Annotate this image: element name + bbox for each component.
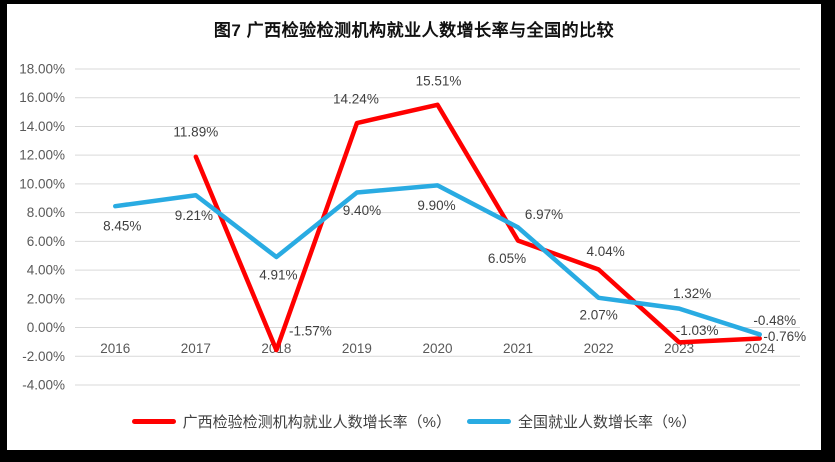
data-label: -0.76%	[763, 329, 806, 344]
chart-legend: 广西检验检测机构就业人数增长率（%） 全国就业人数增长率（%）	[7, 408, 821, 434]
data-label: 14.24%	[333, 92, 379, 107]
y-axis-tick-label: 6.00%	[27, 234, 65, 249]
x-axis-tick-label: 2021	[503, 341, 533, 356]
data-label: -1.03%	[676, 323, 719, 338]
series-line-guangxi	[193, 102, 762, 353]
y-axis-tick-label: 16.00%	[19, 90, 65, 105]
data-label: 1.32%	[673, 286, 711, 301]
data-label: -0.48%	[753, 313, 796, 328]
legend-item-national: 全国就业人数增长率（%）	[467, 411, 696, 432]
y-axis-tick-label: -2.00%	[22, 349, 65, 364]
y-axis-tick-label: 12.00%	[19, 148, 65, 163]
legend-line-swatch-guangxi	[131, 418, 176, 424]
y-axis-tick-label: 8.00%	[27, 205, 65, 220]
data-label: 4.04%	[586, 244, 624, 259]
data-label: 9.40%	[343, 203, 381, 218]
data-labels-national: 8.45% 9.21% 4.91% 9.40% 9.90% 6.97% 2.07% 1.32%…	[103, 198, 796, 328]
x-axis-tick-label: 2019	[342, 341, 372, 356]
data-label: 6.05%	[488, 251, 526, 266]
y-axis-tick-label: 4.00%	[27, 263, 65, 278]
x-axis-tick-labels: 2016 2017 2018 2019 2020 2021 2022 2023 2024	[100, 341, 775, 356]
data-label: -1.57%	[289, 324, 332, 339]
legend-line-swatch-national	[467, 418, 511, 424]
x-axis-tick-label: 2020	[422, 341, 452, 356]
y-axis-tick-label: 14.00%	[19, 119, 65, 134]
x-axis-tick-label: 2024	[745, 341, 776, 356]
data-label: 9.90%	[417, 198, 455, 213]
legend-item-guangxi: 广西检验检测机构就业人数增长率（%）	[131, 411, 451, 432]
data-label: 4.91%	[259, 268, 297, 283]
data-label: 9.21%	[175, 208, 213, 223]
data-label: 15.51%	[416, 73, 462, 88]
x-axis-tick-label: 2022	[584, 341, 614, 356]
gridlines	[75, 68, 800, 386]
x-axis-tick-label: 2023	[664, 341, 694, 356]
y-axis-tick-label: -4.00%	[22, 378, 65, 393]
series-line-national	[113, 183, 762, 337]
data-labels-guangxi: 11.89% -1.57% 14.24% 15.51% 6.05% 4.04% -1.03%…	[173, 73, 806, 344]
chart-canvas: 图7 广西检验检测机构就业人数增长率与全国的比较 18.00% 16.00% 14.…	[7, 4, 821, 450]
x-axis-tick-label: 2017	[181, 341, 211, 356]
chart-title: 图7 广西检验检测机构就业人数增长率与全国的比较	[213, 21, 615, 40]
data-label: 6.97%	[525, 207, 563, 222]
data-label: 2.07%	[579, 307, 617, 322]
data-label: 11.89%	[173, 124, 218, 139]
line-chart-plot: 18.00% 16.00% 14.00% 12.00% 10.00% 8.00% 6.00%…	[19, 62, 806, 393]
y-axis-tick-label: 10.00%	[19, 176, 65, 191]
y-axis-tick-labels: 18.00% 16.00% 14.00% 12.00% 10.00% 8.00% 6.00%…	[19, 62, 65, 393]
x-axis-tick-label: 2016	[100, 341, 130, 356]
y-axis-tick-label: 18.00%	[19, 62, 65, 77]
legend-label-guangxi: 广西检验检测机构就业人数增长率（%）	[182, 413, 451, 431]
legend-label-national: 全国就业人数增长率（%）	[518, 413, 697, 431]
data-label: 8.45%	[103, 219, 141, 234]
y-axis-tick-label: 0.00%	[27, 320, 65, 335]
y-axis-tick-label: 2.00%	[27, 291, 65, 306]
